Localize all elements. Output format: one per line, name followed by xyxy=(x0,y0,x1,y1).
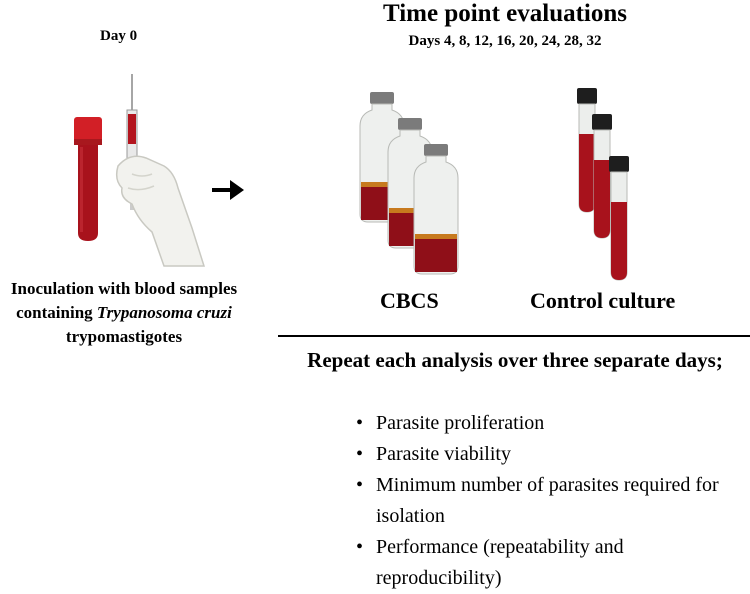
species-name: Trypanosoma cruzi xyxy=(96,303,232,322)
bullet-icon: • xyxy=(356,536,364,558)
control-culture-label: Control culture xyxy=(530,288,676,313)
time-point-days: Days 4, 8, 12, 16, 20, 24, 28, 32 xyxy=(408,33,602,49)
caption-prefix: containing xyxy=(16,303,97,322)
list-item-text: Parasite proliferation xyxy=(376,412,545,434)
bullet-icon: • xyxy=(356,474,364,496)
list-item: • Minimum number of parasites required fo… xyxy=(356,470,736,532)
caption-line-3: trypomastigotes xyxy=(65,327,183,346)
list-item-text: Minimum number of parasites required for… xyxy=(376,474,719,527)
blood-tube-icon xyxy=(74,117,102,241)
section-divider xyxy=(278,335,750,337)
cbcs-label: CBCS xyxy=(380,288,439,313)
day-zero-label: Day 0 xyxy=(100,28,138,44)
cbcs-vials-group xyxy=(359,92,459,275)
list-item: • Parasite viability xyxy=(356,439,736,470)
list-item-text: Parasite viability xyxy=(376,443,511,465)
bullet-icon: • xyxy=(356,412,364,434)
inoculation-caption: Inoculation with blood samples containin… xyxy=(0,277,248,349)
gloved-hand-icon xyxy=(115,155,206,267)
list-item-text: Performance (repeatability and reproduci… xyxy=(376,536,624,589)
bullet-icon: • xyxy=(356,443,364,465)
arrow-right-icon xyxy=(212,180,244,200)
culture-tube-icon xyxy=(577,88,597,213)
repeat-heading: Repeat each analysis over three separate… xyxy=(307,348,723,372)
culture-tube-icon xyxy=(609,156,629,281)
list-item: • Performance (repeatability and reproduc… xyxy=(356,532,736,594)
time-point-title: Time point evaluations xyxy=(382,0,628,27)
caption-line-1: Inoculation with blood samples xyxy=(10,279,238,298)
control-tubes-group xyxy=(577,88,629,281)
culture-tube-icon xyxy=(592,114,612,239)
list-item: • Parasite proliferation xyxy=(356,408,736,439)
culture-vial-icon xyxy=(413,144,459,275)
analysis-list: • Parasite proliferation • Parasite viabil… xyxy=(356,408,736,594)
caption-line-2: containing Trypanosoma cruzi xyxy=(0,301,248,325)
